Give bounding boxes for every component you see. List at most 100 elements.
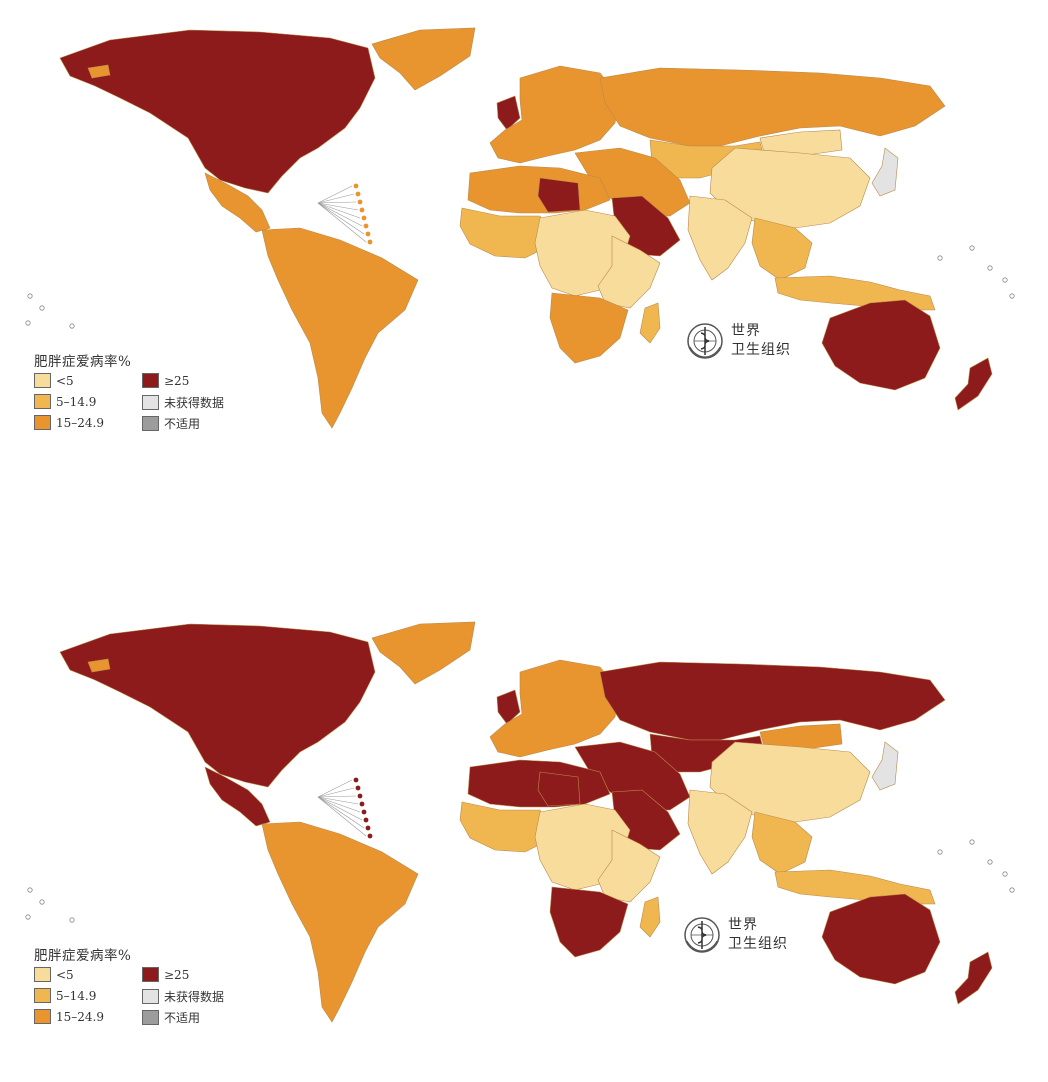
caribbean-callout-line	[317, 787, 355, 798]
legend-swatch	[142, 967, 159, 982]
caribbean-island-marker	[367, 833, 373, 839]
region-east-africa	[597, 235, 661, 309]
legend-item-5-14: 5–14.9	[34, 394, 96, 409]
legend-swatch	[34, 988, 51, 1003]
island-marker	[39, 899, 45, 905]
caribbean-island-marker	[363, 223, 369, 229]
legend-item-not-applicable: 不适用	[142, 415, 200, 432]
island-marker	[69, 917, 75, 923]
island-marker	[987, 859, 993, 865]
legend-label: 未获得数据	[164, 396, 225, 410]
island-marker	[969, 839, 975, 845]
legend-swatch	[142, 989, 159, 1004]
who-name: 世界 卫生组织	[731, 322, 791, 360]
legend-label: ≥25	[164, 967, 190, 982]
region-india	[687, 195, 753, 281]
caribbean-callout-line	[317, 202, 359, 211]
legend-label: 不适用	[164, 1011, 201, 1025]
caribbean-island-marker	[363, 817, 369, 823]
caribbean-island-marker	[365, 825, 371, 831]
caribbean-callout-line	[317, 795, 357, 798]
region-uk	[496, 95, 521, 131]
legend-label: 15–24.9	[56, 1009, 104, 1024]
region-uk	[496, 689, 521, 725]
island-marker	[1002, 871, 1008, 877]
region-new-zealand	[954, 357, 993, 411]
region-southern-africa	[549, 292, 629, 364]
region-north-america	[59, 623, 376, 788]
who-emblem-icon	[684, 917, 720, 953]
caribbean-callout-line	[317, 202, 361, 219]
region-madagascar	[639, 302, 661, 344]
who-name-line1: 世界	[728, 917, 758, 933]
island-marker	[39, 305, 45, 311]
island-marker	[69, 323, 75, 329]
who-name-line2: 卫生组织	[731, 342, 791, 358]
who-emblem-icon	[687, 323, 723, 359]
legend-item-lt5: <5	[34, 373, 74, 388]
legend-item-gte25: ≥25	[142, 373, 189, 388]
legend-swatch	[34, 1009, 51, 1024]
region-south-america	[261, 227, 419, 429]
caribbean-callout-line	[317, 796, 361, 813]
legend-label: 15–24.9	[56, 415, 104, 430]
caribbean-callout-line	[317, 779, 353, 798]
legend-swatch	[34, 373, 51, 388]
legend-swatch	[142, 1010, 159, 1025]
world-map	[25, 27, 1015, 429]
island-marker	[937, 849, 943, 855]
legend-label: 5–14.9	[56, 988, 97, 1003]
obesity-map-panel-later: 肥胖症爱病率% <5 5–14.9 15–24.9 ≥25 未获得数据 不适用	[0, 612, 1048, 1082]
caribbean-island-marker	[355, 785, 361, 791]
island-marker	[25, 914, 31, 920]
who-name-line1: 世界	[731, 323, 761, 339]
caribbean-callout-line	[317, 796, 359, 805]
caribbean-callout-line	[317, 202, 363, 227]
legend-swatch	[142, 395, 159, 410]
region-greenland	[371, 621, 476, 685]
region-china	[709, 147, 871, 229]
caribbean-callout-line	[317, 193, 355, 204]
region-russia	[599, 661, 946, 741]
legend-item-not-applicable: 不适用	[142, 1009, 200, 1026]
island-marker	[1009, 293, 1015, 299]
caribbean-island-marker	[367, 239, 373, 245]
region-southeast-asia	[751, 217, 813, 281]
island-marker	[27, 293, 33, 299]
legend-swatch	[34, 967, 51, 982]
region-north-america	[59, 29, 376, 194]
caribbean-callout-line	[317, 202, 365, 235]
obesity-map-panel-earlier: 肥胖症爱病率% <5 5–14.9 15–24.9 ≥25 未获得数据 不适用	[0, 18, 1048, 488]
island-marker	[937, 255, 943, 261]
region-southeast-asia	[751, 811, 813, 875]
legend-label: <5	[56, 373, 74, 388]
region-australia	[821, 299, 941, 391]
region-russia	[599, 67, 946, 147]
region-west-africa	[459, 801, 556, 853]
region-australia	[821, 893, 941, 985]
legend-label: ≥25	[164, 373, 190, 388]
legend-item-gte25: ≥25	[142, 967, 189, 982]
region-iceland	[87, 658, 111, 673]
region-madagascar	[639, 896, 661, 938]
legend-item-5-14: 5–14.9	[34, 988, 96, 1003]
island-marker	[27, 887, 33, 893]
legend-label: 未获得数据	[164, 990, 225, 1004]
region-india	[687, 789, 753, 875]
who-name-line2: 卫生组织	[728, 936, 788, 952]
legend-item-lt5: <5	[34, 967, 74, 982]
legend-label: 不适用	[164, 417, 201, 431]
island-marker	[1002, 277, 1008, 283]
legend-swatch	[34, 394, 51, 409]
legend-label: <5	[56, 967, 74, 982]
caribbean-island-marker	[365, 231, 371, 237]
legend-item-no-data: 未获得数据	[142, 988, 224, 1005]
caribbean-island-marker	[361, 809, 367, 815]
legend-item-15-24: 15–24.9	[34, 1009, 104, 1024]
island-marker	[1009, 887, 1015, 893]
region-greenland	[371, 27, 476, 91]
legend-swatch	[142, 416, 159, 431]
region-south-america	[261, 821, 419, 1023]
legend-swatch	[34, 415, 51, 430]
who-logo: 世界 卫生组织	[685, 321, 791, 361]
